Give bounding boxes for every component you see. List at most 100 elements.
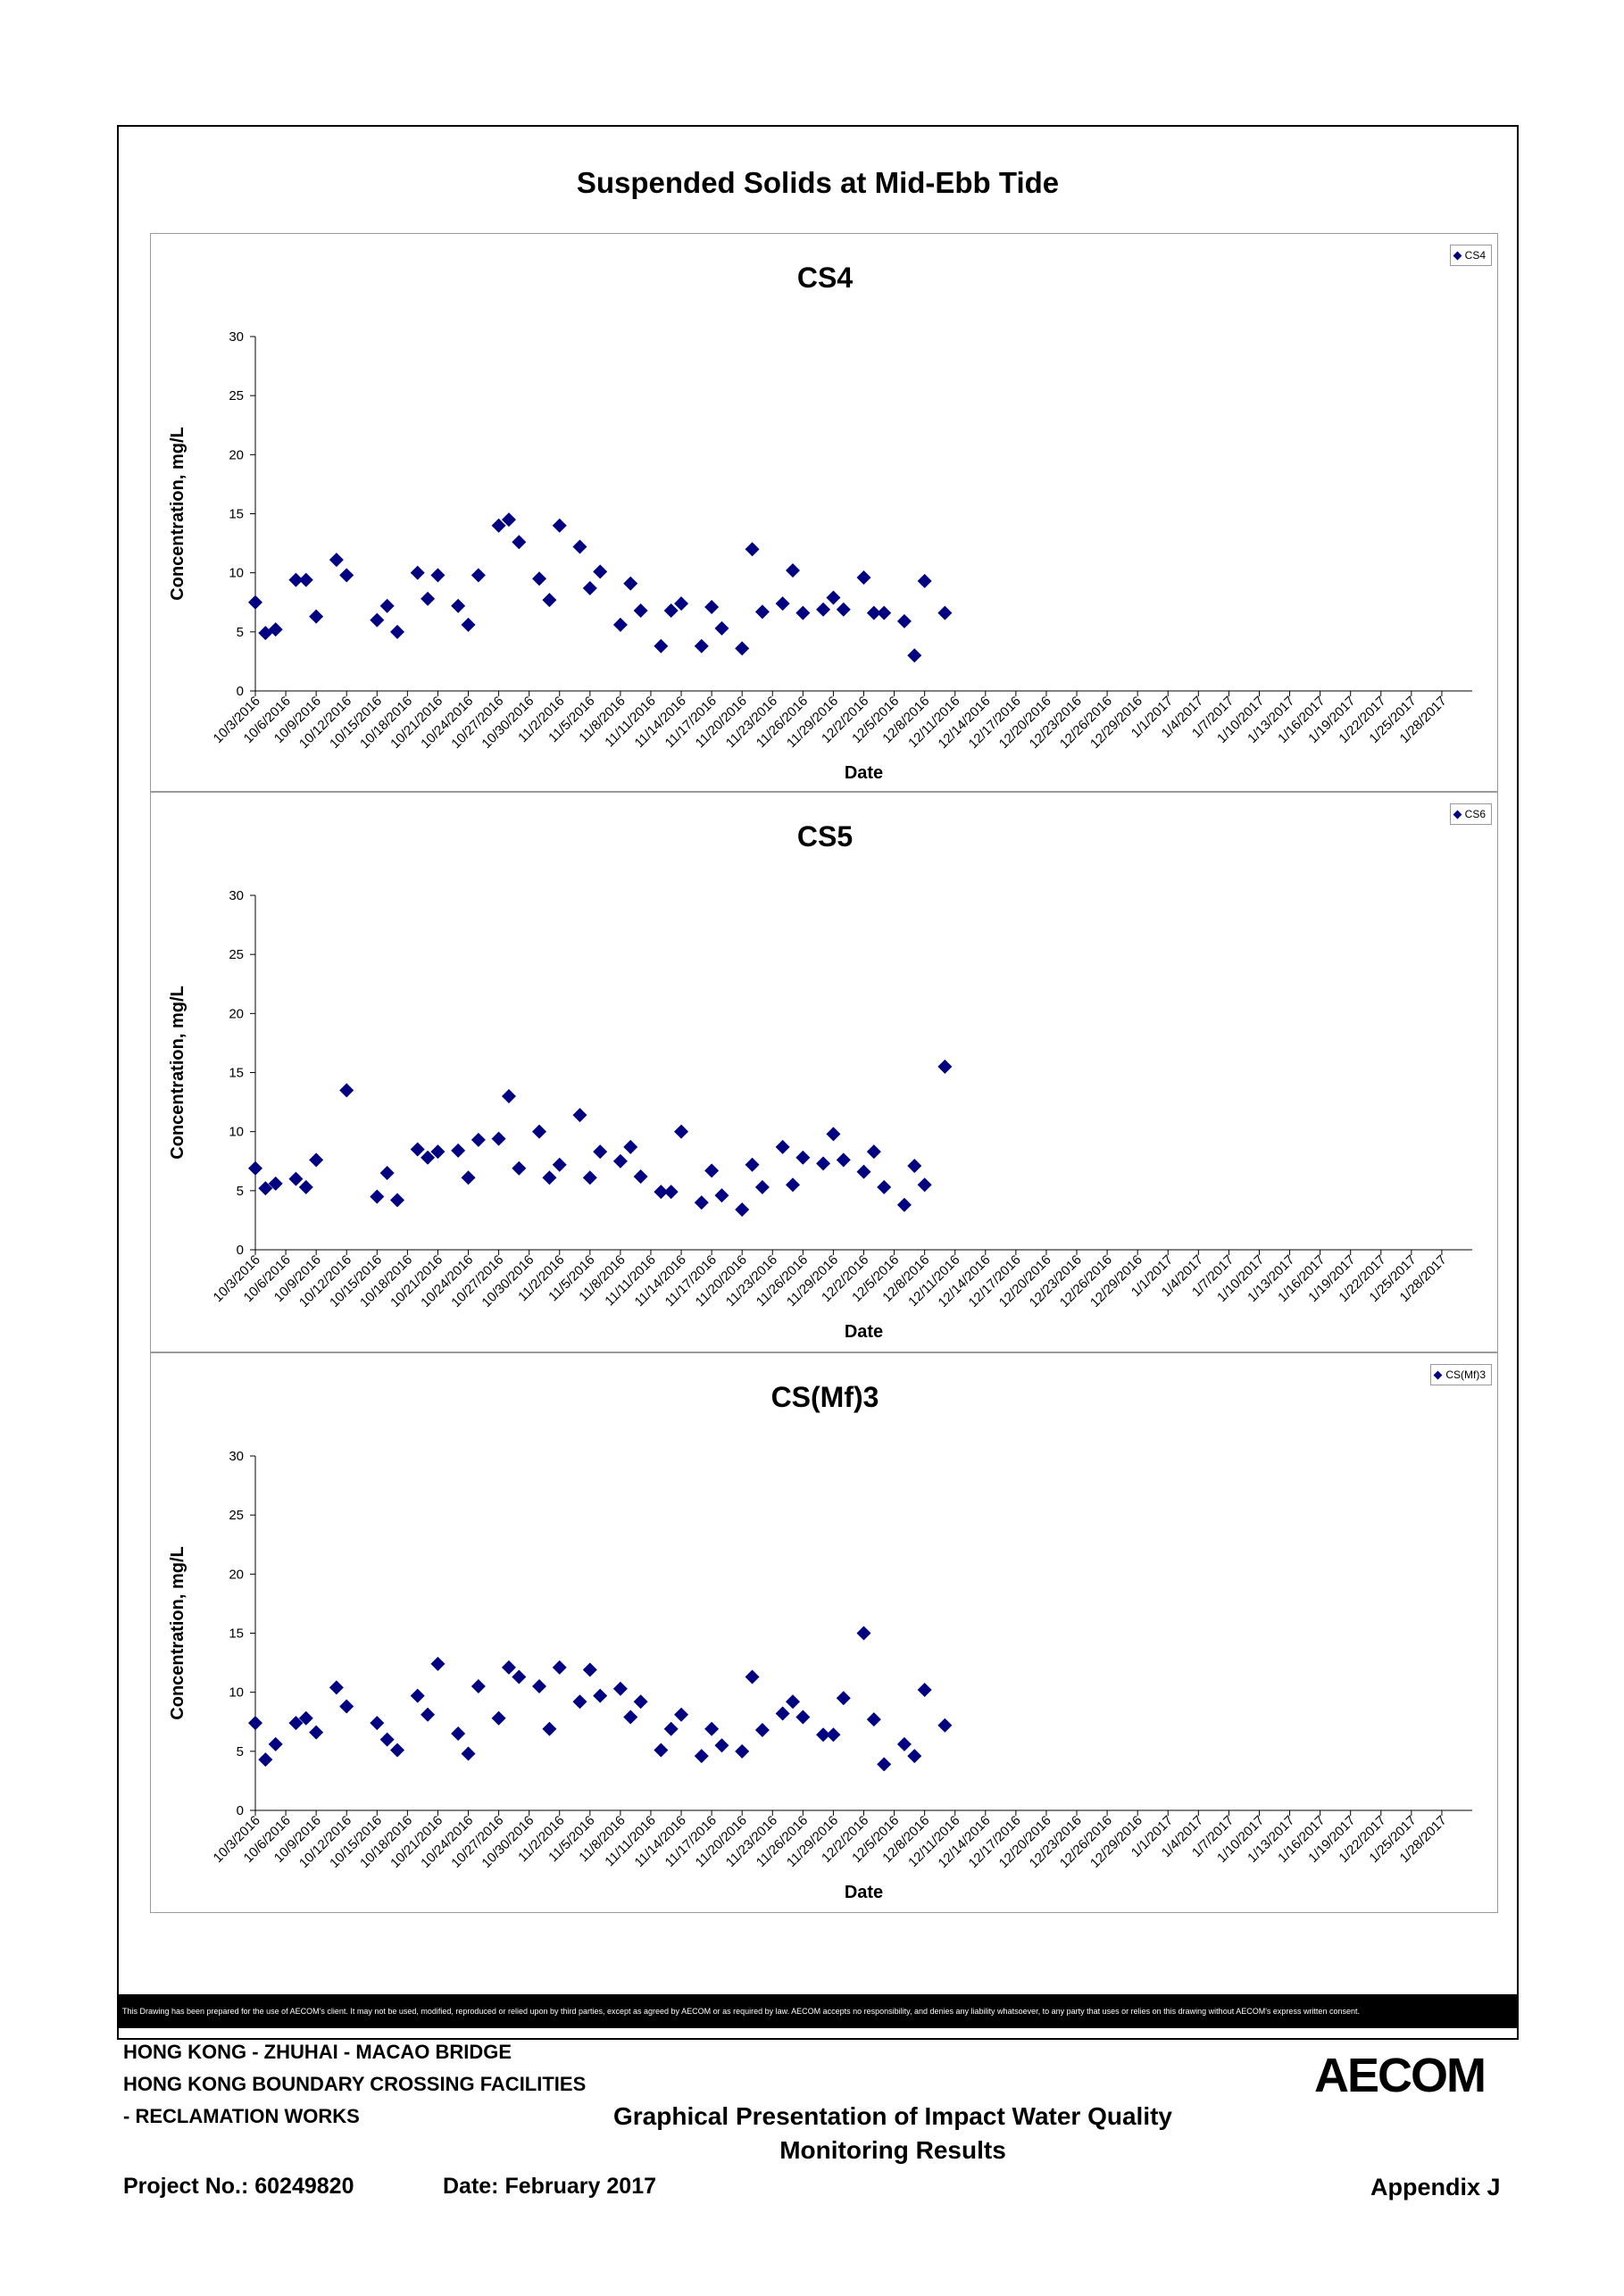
data-point — [339, 1699, 354, 1714]
disclaimer-bar: This Drawing has been prepared for the u… — [119, 1994, 1517, 2028]
data-point — [674, 1707, 689, 1722]
data-point — [512, 1669, 527, 1685]
data-point — [785, 1694, 800, 1710]
chart-svg: CS405101520253010/3/201610/6/201610/9/20… — [168, 262, 1472, 783]
chart-panel-csmf3: CS(Mf)3 CS(Mf)3 0 5 10 15 20 25 30 10/3/2016 10/6… — [150, 1352, 1498, 1913]
data-point — [451, 1726, 466, 1741]
data-point — [623, 1710, 638, 1725]
data-point — [532, 1679, 547, 1694]
data-point — [339, 1083, 354, 1098]
y-tick-label: 15 — [229, 507, 244, 522]
page-title: Suspended Solids at Mid-Ebb Tide — [576, 166, 1060, 199]
data-point — [268, 1176, 283, 1191]
x-axis-label: Date — [845, 1322, 883, 1342]
chart-svg: CS(Mf)305101520253010/3/201610/6/201610/… — [168, 1381, 1472, 1902]
data-point — [471, 1132, 486, 1147]
drawing-frame: Suspended Solids at Mid-Ebb Tide CS4 CS4… — [117, 125, 1519, 2040]
data-point — [877, 605, 892, 620]
data-point — [694, 1195, 709, 1210]
data-point — [816, 1156, 831, 1171]
data-point — [572, 1694, 587, 1710]
data-point — [593, 1144, 608, 1160]
y-tick-label: 0 — [237, 1243, 244, 1258]
data-point — [896, 1736, 912, 1751]
data-point — [298, 1179, 313, 1194]
data-point — [694, 1749, 709, 1764]
data-point — [612, 617, 628, 632]
data-point — [542, 1170, 557, 1185]
data-point — [745, 1669, 760, 1685]
chart-svg: CS505101520253010/3/201610/6/201610/9/20… — [168, 820, 1472, 1342]
y-tick-label: 10 — [229, 1685, 244, 1701]
y-axis-label: Concentration, mg/L — [168, 427, 187, 600]
data-point — [654, 638, 669, 653]
y-tick-label: 30 — [229, 329, 244, 345]
data-point — [430, 1656, 446, 1671]
y-tick-label: 20 — [229, 447, 244, 462]
data-point — [268, 1736, 283, 1751]
data-point — [379, 598, 395, 613]
y-tick-label: 5 — [237, 1184, 244, 1199]
data-point — [288, 1716, 304, 1731]
chart-panel-cs4: CS4 CS4 0 5 10 15 20 25 30 10/3/2016 10/6/2016 10/… — [150, 233, 1498, 792]
appendix-label: Appendix J — [1370, 2174, 1501, 2200]
data-point — [754, 1179, 770, 1194]
data-point — [572, 1108, 587, 1123]
data-point — [866, 1712, 881, 1727]
y-tick-label: 15 — [229, 1066, 244, 1081]
data-point — [674, 1124, 689, 1139]
data-point — [907, 648, 922, 663]
data-point — [298, 1710, 313, 1726]
data-point — [735, 1743, 750, 1759]
data-point — [248, 595, 262, 610]
legend-label: CS4 — [1464, 249, 1486, 262]
data-point — [745, 1157, 760, 1172]
chart-legend: CS6 — [1449, 803, 1492, 825]
data-point — [248, 1716, 262, 1731]
drawing-title-line2: Monitoring Results — [779, 2136, 1006, 2164]
y-tick-label: 0 — [237, 684, 244, 699]
y-tick-label: 20 — [229, 1567, 244, 1582]
y-tick-label: 10 — [229, 1125, 244, 1140]
data-point — [826, 1127, 841, 1142]
y-tick-label: 5 — [237, 625, 244, 640]
data-point — [735, 1202, 750, 1218]
data-point — [410, 1142, 425, 1157]
data-point — [512, 535, 527, 550]
data-point — [754, 604, 770, 620]
data-point — [785, 563, 800, 578]
chart-legend: CS(Mf)3 — [1430, 1364, 1492, 1385]
data-point — [745, 542, 760, 557]
data-point — [421, 1707, 436, 1722]
data-point — [512, 1160, 527, 1176]
data-point — [612, 1153, 628, 1169]
data-point — [674, 596, 689, 611]
data-point — [370, 1189, 385, 1204]
data-point — [694, 638, 709, 653]
y-tick-label: 5 — [237, 1744, 244, 1759]
data-point — [491, 518, 506, 533]
project-name-line2: HONG KONG BOUNDARY CROSSING FACILITIES — [123, 2073, 587, 2095]
data-point — [248, 1160, 262, 1176]
data-point — [795, 1710, 811, 1725]
data-point — [826, 1727, 841, 1743]
y-tick-label: 25 — [229, 1508, 244, 1523]
data-point — [390, 1743, 405, 1758]
data-point — [309, 1725, 324, 1740]
data-point — [552, 1660, 567, 1675]
data-point — [491, 1710, 506, 1726]
aecom-logo: AECOM — [1314, 2049, 1487, 2102]
project-name-line1: HONG KONG - ZHUHAI - MACAO BRIDGE — [123, 2041, 512, 2063]
y-tick-label: 15 — [229, 1626, 244, 1642]
drawing-date: Date: February 2017 — [443, 2174, 657, 2199]
data-point — [379, 1732, 395, 1747]
data-point — [907, 1749, 922, 1764]
data-point — [937, 1059, 953, 1074]
data-point — [907, 1159, 922, 1174]
data-point — [704, 600, 720, 615]
data-point — [704, 1721, 720, 1736]
x-axis-label: Date — [845, 763, 883, 783]
data-point — [268, 622, 283, 637]
data-point — [896, 613, 912, 628]
y-tick-label: 25 — [229, 388, 244, 403]
